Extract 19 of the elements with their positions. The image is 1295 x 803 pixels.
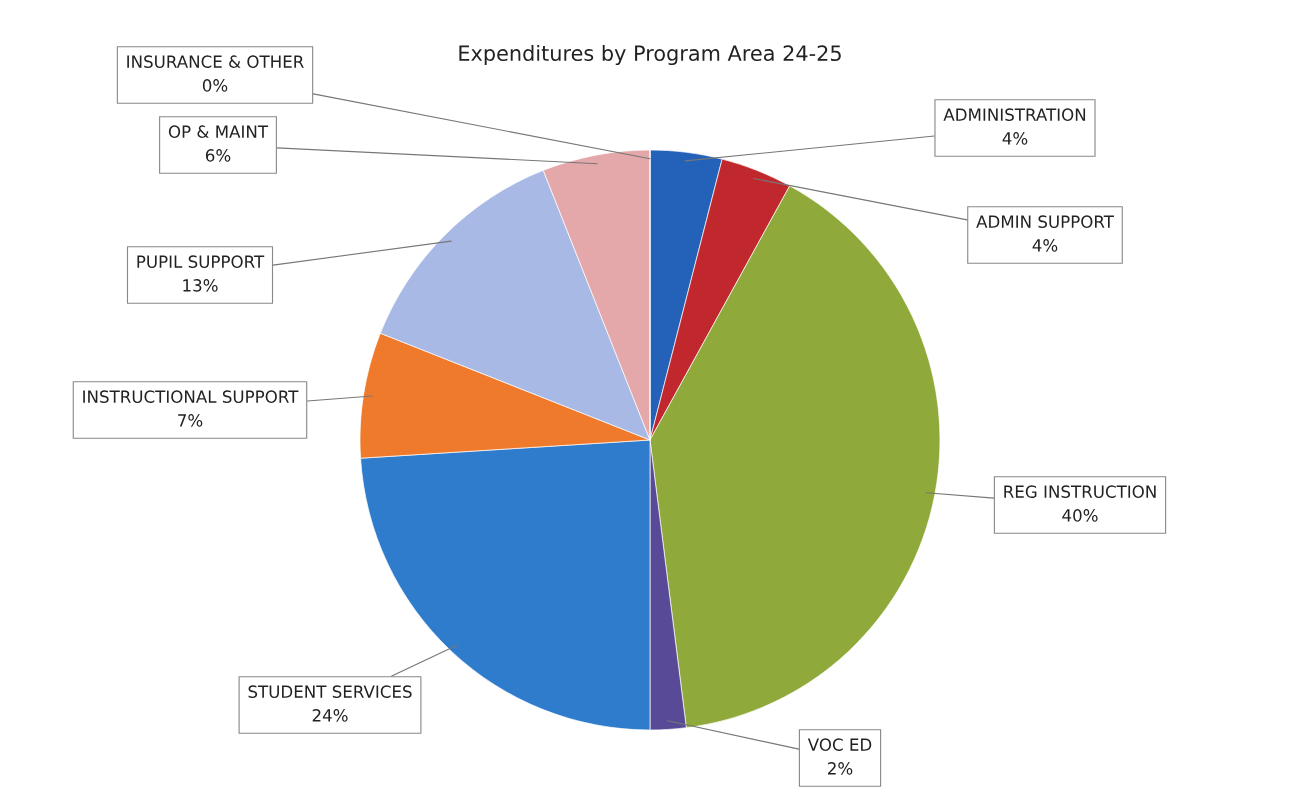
slice-label: ADMINISTRATION xyxy=(943,108,1086,121)
data-label: 24% xyxy=(312,709,348,722)
data-label: 4% xyxy=(1002,132,1028,145)
slice-label: REG INSTRUCTION xyxy=(1004,485,1156,498)
slice-label: INSTRUCTIONAL SUPPORT xyxy=(83,390,299,403)
text: 0% xyxy=(202,79,228,92)
slice-label: ADMIN SUPPORT xyxy=(976,215,1114,228)
slice-label: PUPIL SUPPORT xyxy=(137,255,265,268)
category-label: INSURANCE & OTHER xyxy=(127,55,304,68)
data-label: 40% xyxy=(1062,509,1098,522)
data-label: 6% xyxy=(205,149,231,162)
data-label: 2% xyxy=(828,762,853,775)
slice-label: VOC ED xyxy=(807,738,872,751)
chart-title: Expenditures by Program Area 24-25 xyxy=(459,44,841,66)
data-label: 13% xyxy=(183,279,218,292)
slice-label: OP & MAINT xyxy=(168,125,269,138)
data-label: 4% xyxy=(1032,239,1058,252)
slice-label: STUDENT SERVICES xyxy=(248,685,412,698)
data-label: 7% xyxy=(178,414,203,427)
